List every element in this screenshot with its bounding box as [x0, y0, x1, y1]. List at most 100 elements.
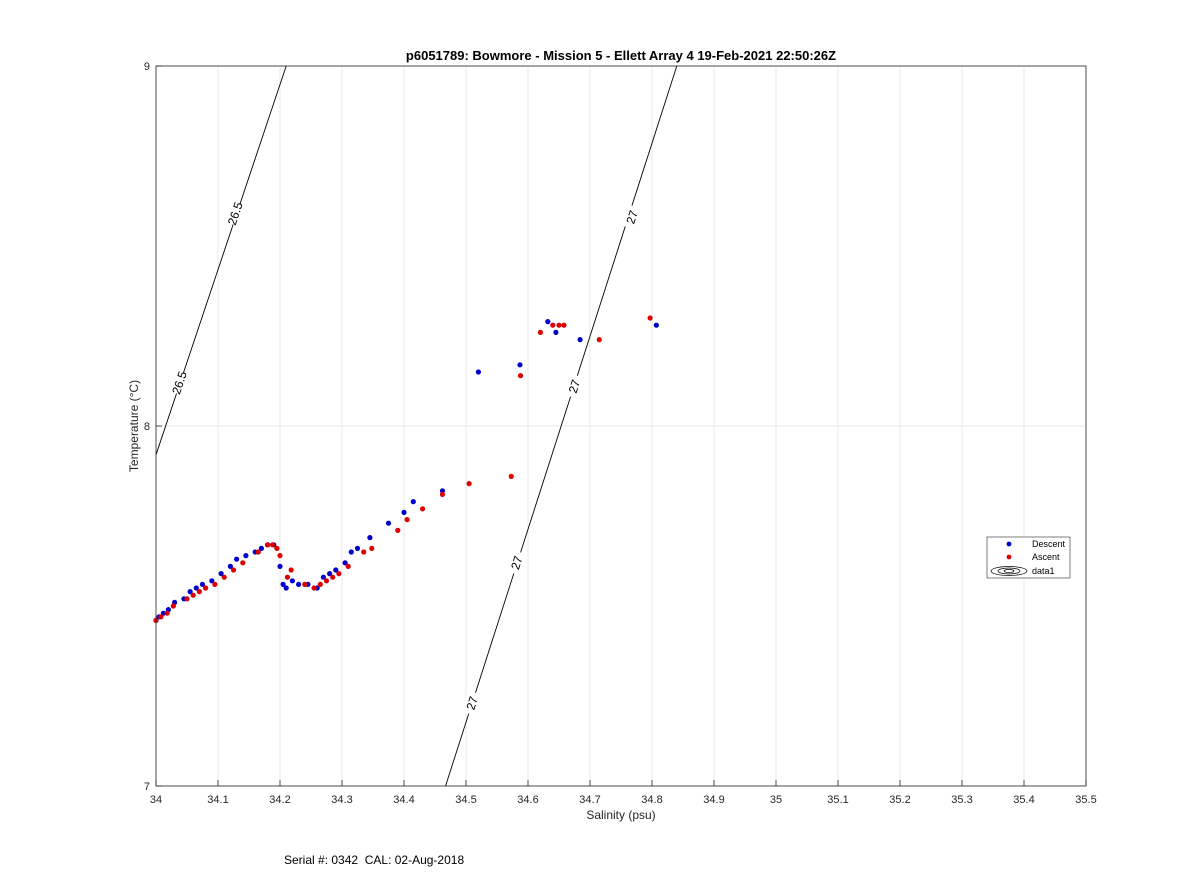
contour-line: [445, 65, 678, 787]
ascent-point: [395, 527, 401, 534]
descent-point: [517, 362, 523, 368]
ascent-point: [466, 481, 472, 487]
y-tick-label: 8: [144, 421, 150, 433]
legend: Descent Ascent data1: [986, 536, 1071, 579]
ascent-point: [369, 545, 375, 552]
ascent-point: [302, 581, 308, 588]
x-tick-label: 34.2: [269, 794, 290, 806]
descent-point: [234, 556, 240, 562]
ascent-point: [196, 589, 202, 595]
descent-point: [227, 563, 233, 570]
ascent-point: [323, 578, 330, 584]
descent-point: [367, 535, 373, 541]
x-axis-label: Salinity (psu): [586, 808, 655, 822]
descent-point: [296, 581, 302, 588]
descent-point: [385, 520, 392, 526]
ascent-point: [345, 563, 351, 570]
descent-point: [243, 553, 249, 559]
ascent-point: [240, 560, 246, 566]
descent-point: [410, 499, 416, 505]
x-tick-label: 34.9: [703, 794, 724, 806]
descent-point: [280, 581, 286, 588]
descent-point: [187, 589, 193, 595]
ascent-point: [311, 585, 317, 591]
x-tick-label: 35.5: [1075, 794, 1096, 806]
contour-label-bg: [168, 369, 191, 396]
ascent-point: [420, 506, 426, 512]
ascent-point: [184, 596, 190, 602]
x-axis-ticks: 34 34.1 34.2 34.3 34.4 34.5 34.6 34.7 34.8 34.9 35…: [150, 780, 1097, 806]
ascent-point: [596, 337, 602, 343]
descent-point: [283, 585, 289, 591]
ascent-point: [203, 585, 209, 591]
descent-point: [277, 563, 283, 570]
ascent-point: [269, 542, 276, 548]
ascent-point: [330, 574, 336, 580]
x-tick-label: 35.2: [889, 794, 910, 806]
y-axis-ticks: 7 8 9: [144, 61, 162, 793]
x-tick-label: 34.1: [207, 794, 228, 806]
ascent-point: [284, 574, 291, 580]
descent-point: [401, 509, 407, 515]
ascent-point: [537, 329, 544, 335]
legend-descent-marker: [1006, 541, 1012, 547]
legend-contour-icon: [990, 566, 1028, 576]
descent-point: [320, 574, 326, 580]
descent-point: [439, 488, 446, 494]
legend-box: [986, 536, 1071, 579]
x-tick-label: 34.6: [517, 794, 538, 806]
contour-label-bg: [621, 204, 644, 231]
contour-label: 27: [566, 378, 584, 395]
ascent-point: [439, 491, 446, 497]
contour-label-bg: [563, 373, 586, 400]
ascent-point: [361, 549, 367, 555]
ascent-point: [647, 315, 653, 321]
descent-point: [553, 329, 559, 335]
serial-calibration-note: Serial #: 0342 CAL: 02-Aug-2018: [284, 853, 465, 867]
legend-ascent-label: Ascent: [1032, 552, 1060, 562]
descent-point: [218, 571, 224, 577]
density-contours: 26.5 26.5 27 27 27 27: [155, 65, 678, 787]
descent-point: [289, 578, 295, 584]
ascent-point: [517, 373, 524, 379]
descent-point: [653, 322, 659, 328]
y-tick-label: 7: [144, 781, 150, 793]
ascent-point: [317, 581, 323, 588]
x-tick-label: 35.1: [827, 794, 848, 806]
ascent-point: [158, 614, 164, 620]
y-tick-label: 9: [144, 61, 150, 73]
descent-point: [199, 581, 206, 588]
ascent-point: [550, 322, 556, 328]
ascent-point: [561, 322, 567, 328]
x-tick-label: 35.3: [951, 794, 972, 806]
descent-point: [354, 545, 361, 552]
contour-label: 27: [623, 208, 641, 225]
ascent-point: [288, 567, 294, 573]
x-tick-label: 34.7: [579, 794, 600, 806]
ascent-point: [212, 581, 218, 588]
ascent-point: [255, 549, 261, 555]
y-axis-label: Temperature (°C): [127, 380, 141, 472]
ascent-point: [164, 610, 170, 616]
grid-lines: [155, 65, 1087, 787]
descent-point: [209, 578, 215, 584]
contour-label-bg: [461, 690, 484, 717]
x-tick-label: 34.8: [641, 794, 662, 806]
ascent-point: [221, 574, 227, 580]
descent-point: [577, 337, 583, 343]
legend-ascent-marker: [1006, 554, 1012, 560]
contour-label: 26.5: [169, 369, 190, 396]
x-tick-label: 34.3: [331, 794, 352, 806]
descent-point: [193, 585, 199, 591]
ascent-point: [274, 545, 280, 552]
x-tick-label: 34.5: [455, 794, 476, 806]
descent-point: [342, 560, 348, 566]
contour-label: 26.5: [225, 200, 246, 227]
contour-label: 27: [463, 694, 481, 711]
ascent-point: [230, 567, 237, 573]
ascent-point: [404, 517, 410, 523]
contour-label-bg: [505, 549, 528, 576]
ascent-point: [190, 592, 196, 598]
contour-line: [155, 65, 287, 455]
